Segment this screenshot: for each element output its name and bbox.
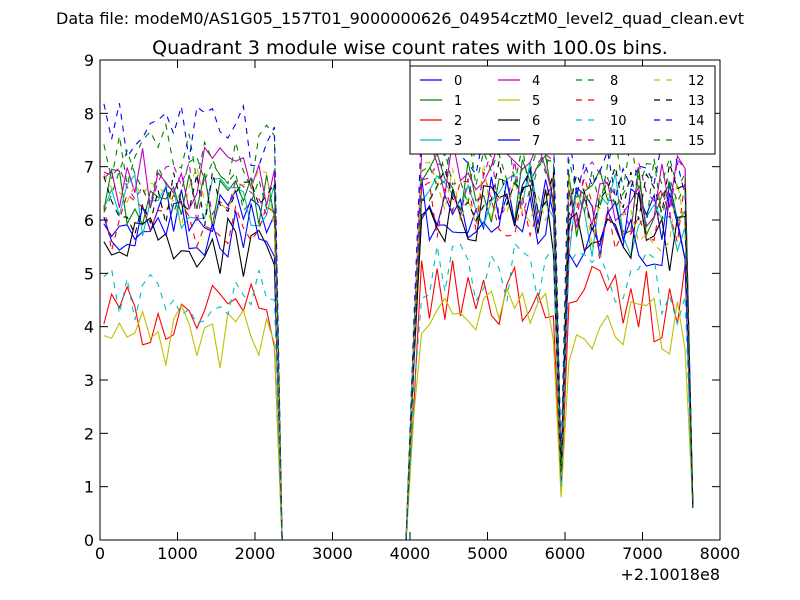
legend-label-12: 12 xyxy=(688,74,705,89)
series-line-0 xyxy=(103,168,694,540)
legend-label-3: 3 xyxy=(454,134,462,149)
x-tick-label: 5000 xyxy=(467,544,508,563)
legend-label-7: 7 xyxy=(532,134,540,149)
x-tick-label: 2000 xyxy=(235,544,276,563)
legend-label-2: 2 xyxy=(454,114,462,129)
legend-label-0: 0 xyxy=(454,74,462,89)
legend-label-11: 11 xyxy=(610,134,627,149)
series-line-13 xyxy=(103,161,694,540)
y-tick-label: 9 xyxy=(84,51,94,70)
legend-label-5: 5 xyxy=(532,94,540,109)
y-tick-label: 5 xyxy=(84,264,94,283)
series-line-6 xyxy=(103,184,694,540)
chart-title: Quadrant 3 module wise count rates with … xyxy=(152,37,668,59)
y-tick-label: 4 xyxy=(84,318,94,337)
legend-label-15: 15 xyxy=(688,134,705,149)
series-line-2 xyxy=(103,260,694,540)
y-tick-label: 7 xyxy=(84,158,94,177)
series-line-12 xyxy=(103,161,694,540)
x-tick-label: 7000 xyxy=(622,544,663,563)
legend-label-13: 13 xyxy=(688,94,705,109)
y-tick-label: 3 xyxy=(84,371,94,390)
x-tick-label: 4000 xyxy=(390,544,431,563)
legend-label-6: 6 xyxy=(532,114,540,129)
y-tick-label: 0 xyxy=(84,531,94,550)
series-line-5 xyxy=(103,286,694,540)
legend-label-14: 14 xyxy=(688,114,705,129)
x-tick-label: 1000 xyxy=(157,544,198,563)
legend-label-4: 4 xyxy=(532,74,540,89)
x-tick-label: 0 xyxy=(95,544,105,563)
x-offset-label: +2.10018e8 xyxy=(620,565,720,584)
series-line-10 xyxy=(103,242,694,540)
legend-label-8: 8 xyxy=(610,74,618,89)
y-tick-label: 1 xyxy=(84,478,94,497)
suptitle: Data file: modeM0/AS1G05_157T01_90000006… xyxy=(56,9,744,29)
series-layer xyxy=(103,103,694,540)
x-tick-label: 3000 xyxy=(312,544,353,563)
x-tick-label: 6000 xyxy=(545,544,586,563)
x-axis: 0 1000 2000 3000 4000 5000 6000 7000 8000 xyxy=(95,60,740,563)
x-tick-label: 8000 xyxy=(700,544,741,563)
legend-label-1: 1 xyxy=(454,94,462,109)
series-line-4 xyxy=(103,139,694,540)
series-line-15 xyxy=(103,137,694,540)
y-tick-label: 2 xyxy=(84,424,94,443)
y-tick-label: 8 xyxy=(84,104,94,123)
legend-box xyxy=(409,65,716,155)
y-tick-label: 6 xyxy=(84,211,94,230)
legend-label-9: 9 xyxy=(610,94,618,109)
legend-label-10: 10 xyxy=(610,114,627,129)
